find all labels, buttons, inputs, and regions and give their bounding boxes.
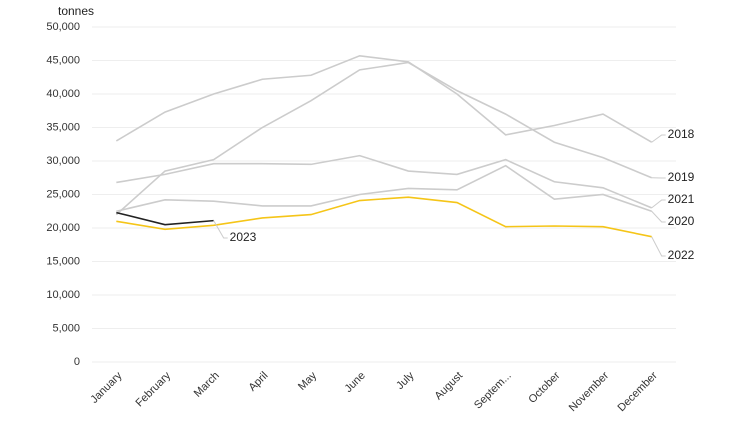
label-leader [213,220,228,239]
x-tick-label: Septem... [472,370,514,412]
series-line [115,61,652,216]
series-label: 2022 [668,248,695,262]
y-tick-label: 20,000 [46,222,80,234]
series-label: 2018 [668,127,695,141]
series-line [116,211,214,226]
series-label: 2023 [230,230,257,244]
y-tick-label: 0 [74,356,80,368]
x-tick-label: November [567,369,612,414]
x-tick-label: December [615,369,660,414]
label-leader [651,210,666,223]
series-label: 2021 [668,192,695,206]
label-leader [651,236,666,257]
series-line [116,154,652,209]
series-label: 2019 [668,170,695,184]
series-label: 2020 [668,214,695,228]
y-tick-label: 30,000 [46,155,80,167]
x-tick-label: April [246,370,270,394]
x-tick-label: July [394,369,417,392]
x-tick-label: June [342,370,367,395]
y-tick-label: 50,000 [46,21,80,33]
series-line [116,164,652,213]
x-tick-label: May [296,369,320,393]
y-tick-label: 5,000 [52,322,80,334]
series-line [115,54,653,143]
y-tick-label: 45,000 [46,54,80,66]
y-tick-label: 15,000 [46,255,80,267]
y-tick-label: 35,000 [46,121,80,133]
x-tick-label: August [432,370,465,403]
x-tick-label: February [134,369,174,409]
y-tick-label: 40,000 [46,88,80,100]
label-leader [651,199,666,209]
x-tick-label: January [88,369,125,406]
y-tick-label: 25,000 [46,188,80,200]
x-tick-label: March [192,370,222,400]
y-axis-label: tonnes [58,4,94,18]
y-tick-label: 10,000 [46,289,80,301]
series-line [116,196,652,238]
x-tick-label: October [526,369,562,405]
label-leader [651,134,666,143]
